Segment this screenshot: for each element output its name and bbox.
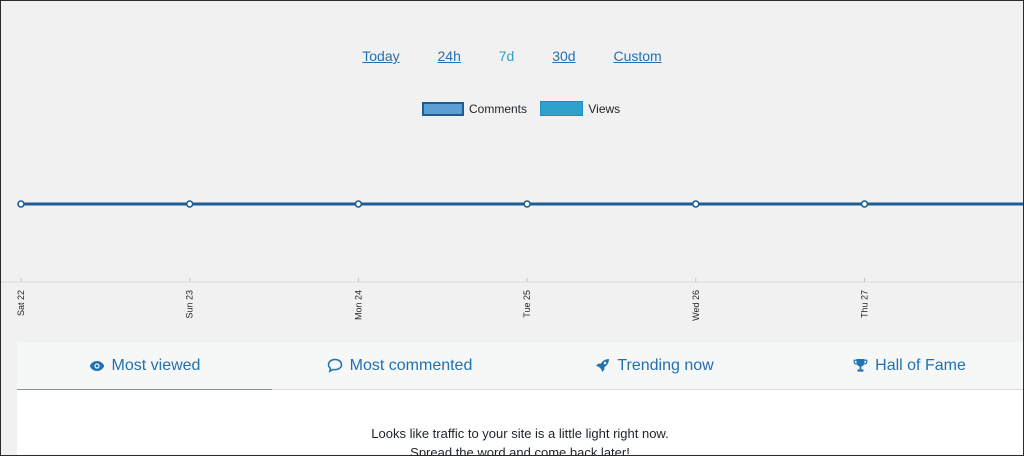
range-24h-link[interactable]: 24h <box>437 48 461 64</box>
data-point[interactable] <box>185 200 194 208</box>
empty-message-line1: Looks like traffic to your site is a lit… <box>371 426 669 441</box>
comment-icon <box>327 358 342 373</box>
legend-swatch-views <box>540 101 584 116</box>
chart-legend: Comments Views <box>422 101 630 117</box>
x-tick-label: Thu 27 <box>860 290 870 318</box>
x-tick-label: Mon 24 <box>353 290 363 320</box>
tab-content: Looks like traffic to your site is a lit… <box>17 390 1023 456</box>
data-point[interactable] <box>523 200 531 208</box>
data-point[interactable] <box>17 200 25 208</box>
data-point[interactable] <box>354 200 363 208</box>
empty-message-line2: Spread the word and come back later! <box>410 445 630 456</box>
tab-trending-now[interactable]: Trending now <box>527 342 782 389</box>
data-point[interactable] <box>860 200 869 208</box>
legend-item-views[interactable]: Views <box>540 101 620 116</box>
tab-hall-of-fame-label: Hall of Fame <box>875 356 966 374</box>
x-tick-label: Wed 26 <box>691 290 701 321</box>
legend-item-comments[interactable]: Comments <box>422 102 527 116</box>
empty-message: Looks like traffic to your site is a lit… <box>17 424 1023 456</box>
post-tabs: Most viewed Most commented Trending now … <box>17 342 1023 390</box>
tab-most-viewed[interactable]: Most viewed <box>17 342 272 390</box>
range-7d-link[interactable]: 7d <box>498 48 515 64</box>
tab-most-commented-label: Most commented <box>349 356 473 374</box>
x-tick-label: Sun 23 <box>185 290 195 319</box>
range-today-link[interactable]: Today <box>362 48 400 64</box>
trophy-icon <box>853 359 868 372</box>
legend-swatch-comments <box>422 102 464 116</box>
legend-label-comments: Comments <box>469 102 528 116</box>
tab-hall-of-fame[interactable]: Hall of Fame <box>782 342 1023 389</box>
range-custom-link[interactable]: Custom <box>613 48 662 64</box>
rocket-icon <box>596 359 610 372</box>
x-tick-label: Sat 22 <box>16 290 26 316</box>
legend-label-views: Views <box>588 101 621 116</box>
x-tick-label: Tue 25 <box>522 290 532 318</box>
views-line-chart: Sat 22 Sun 23 Mon 24 Tue 25 Wed 26 Thu 27 <box>1 200 1023 321</box>
data-point[interactable] <box>691 200 700 208</box>
range-30d-link[interactable]: 30d <box>552 48 576 64</box>
tab-trending-now-label: Trending now <box>617 356 714 374</box>
range-selector: Today 24h 7d 30d Custom <box>1 48 1023 64</box>
tab-most-commented[interactable]: Most commented <box>272 342 527 389</box>
eye-icon <box>89 360 104 371</box>
tab-most-viewed-label: Most viewed <box>111 356 201 374</box>
